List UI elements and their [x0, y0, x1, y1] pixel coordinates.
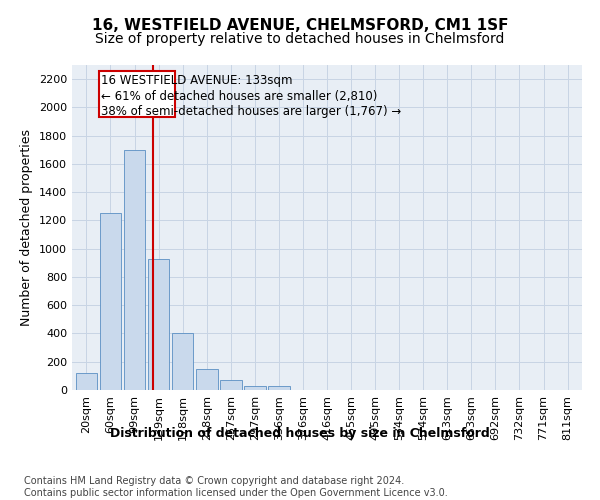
Bar	[220, 380, 242, 390]
Text: ← 61% of detached houses are smaller (2,810): ← 61% of detached houses are smaller (2,…	[101, 90, 377, 102]
Bar	[244, 386, 266, 390]
Bar	[268, 386, 290, 390]
FancyBboxPatch shape	[99, 70, 175, 118]
Bar	[100, 214, 121, 390]
Bar	[124, 150, 145, 390]
Bar	[172, 334, 193, 390]
Text: 38% of semi-detached houses are larger (1,767) →: 38% of semi-detached houses are larger (…	[101, 106, 401, 118]
Bar	[196, 369, 218, 390]
Bar	[76, 373, 97, 390]
Text: 16, WESTFIELD AVENUE, CHELMSFORD, CM1 1SF: 16, WESTFIELD AVENUE, CHELMSFORD, CM1 1S…	[92, 18, 508, 32]
Text: Distribution of detached houses by size in Chelmsford: Distribution of detached houses by size …	[110, 428, 490, 440]
Bar	[148, 258, 169, 390]
Text: 16 WESTFIELD AVENUE: 133sqm: 16 WESTFIELD AVENUE: 133sqm	[101, 74, 292, 87]
Text: Contains HM Land Registry data © Crown copyright and database right 2024.
Contai: Contains HM Land Registry data © Crown c…	[24, 476, 448, 498]
Y-axis label: Number of detached properties: Number of detached properties	[20, 129, 34, 326]
Text: Size of property relative to detached houses in Chelmsford: Size of property relative to detached ho…	[95, 32, 505, 46]
